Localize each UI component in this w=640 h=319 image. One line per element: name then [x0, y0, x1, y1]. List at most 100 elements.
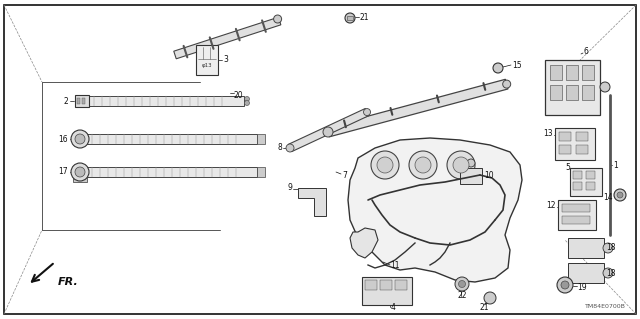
- Text: 8: 8: [277, 144, 282, 152]
- Bar: [365, 280, 377, 290]
- Bar: [562, 216, 590, 224]
- Polygon shape: [348, 138, 522, 282]
- Bar: [555, 128, 595, 160]
- Circle shape: [244, 100, 250, 106]
- Text: 19: 19: [577, 283, 587, 292]
- Circle shape: [603, 243, 613, 253]
- Text: 1: 1: [613, 160, 618, 169]
- Circle shape: [75, 134, 85, 144]
- Circle shape: [364, 108, 371, 115]
- Text: 21: 21: [480, 303, 490, 313]
- Bar: [586, 171, 595, 179]
- Polygon shape: [288, 108, 369, 152]
- Bar: [568, 238, 604, 258]
- Text: 7: 7: [342, 170, 347, 180]
- Bar: [75, 95, 89, 107]
- Text: 17: 17: [58, 167, 68, 176]
- Text: 18: 18: [606, 243, 616, 253]
- Bar: [582, 85, 594, 100]
- Polygon shape: [298, 188, 326, 216]
- Circle shape: [274, 15, 282, 23]
- Bar: [550, 65, 562, 80]
- Bar: [89, 96, 244, 106]
- Circle shape: [493, 63, 503, 73]
- Bar: [77, 98, 80, 104]
- Circle shape: [447, 151, 475, 179]
- Bar: [196, 45, 218, 75]
- Circle shape: [467, 159, 475, 167]
- Circle shape: [453, 157, 469, 173]
- Text: 13: 13: [543, 129, 553, 137]
- Text: TM84E0700B: TM84E0700B: [585, 305, 626, 309]
- Polygon shape: [73, 177, 87, 182]
- Circle shape: [71, 130, 89, 148]
- Bar: [573, 171, 582, 179]
- Text: 4: 4: [390, 302, 396, 311]
- Circle shape: [377, 157, 393, 173]
- Bar: [566, 85, 578, 100]
- Text: FR.: FR.: [58, 277, 79, 287]
- Bar: [568, 263, 604, 283]
- Circle shape: [614, 189, 626, 201]
- Bar: [87, 167, 257, 177]
- Circle shape: [286, 144, 294, 152]
- Bar: [347, 16, 353, 20]
- Bar: [82, 98, 85, 104]
- Text: 20: 20: [233, 91, 243, 100]
- Bar: [559, 145, 571, 154]
- Text: 15: 15: [512, 61, 522, 70]
- Circle shape: [75, 167, 85, 177]
- Polygon shape: [326, 79, 508, 137]
- Bar: [586, 182, 595, 190]
- Bar: [550, 85, 562, 100]
- Text: 21: 21: [360, 12, 369, 21]
- Bar: [559, 132, 571, 141]
- Circle shape: [371, 151, 399, 179]
- Circle shape: [415, 157, 431, 173]
- Bar: [545, 60, 600, 115]
- Circle shape: [557, 277, 573, 293]
- Text: 18: 18: [606, 269, 616, 278]
- Text: 5: 5: [565, 162, 570, 172]
- Circle shape: [484, 292, 496, 304]
- Text: 9: 9: [287, 183, 292, 192]
- Bar: [562, 204, 590, 212]
- Text: 22: 22: [458, 292, 467, 300]
- Bar: [573, 182, 582, 190]
- Bar: [558, 200, 596, 230]
- Circle shape: [561, 281, 569, 289]
- Polygon shape: [350, 228, 378, 258]
- Circle shape: [600, 82, 610, 92]
- Text: 3: 3: [223, 56, 228, 64]
- Circle shape: [603, 268, 613, 278]
- Circle shape: [71, 163, 89, 181]
- Bar: [460, 168, 482, 184]
- Bar: [566, 65, 578, 80]
- Polygon shape: [174, 17, 281, 59]
- Text: 2: 2: [63, 97, 68, 106]
- Bar: [570, 168, 602, 196]
- Circle shape: [502, 80, 511, 88]
- Circle shape: [409, 151, 437, 179]
- Text: 10: 10: [484, 170, 493, 180]
- Bar: [395, 280, 407, 290]
- Bar: [576, 145, 588, 154]
- Bar: [380, 280, 392, 290]
- Bar: [362, 277, 412, 305]
- Text: φ13: φ13: [202, 63, 212, 69]
- Circle shape: [458, 280, 465, 287]
- Bar: [87, 134, 257, 144]
- Text: 16: 16: [58, 135, 68, 144]
- Circle shape: [345, 13, 355, 23]
- Circle shape: [323, 127, 333, 137]
- Bar: [582, 65, 594, 80]
- Circle shape: [244, 97, 250, 101]
- Text: 12: 12: [547, 201, 556, 210]
- Bar: [257, 134, 265, 144]
- Circle shape: [455, 277, 469, 291]
- Text: 6: 6: [583, 48, 588, 56]
- Bar: [576, 132, 588, 141]
- Bar: [257, 167, 265, 177]
- Circle shape: [617, 192, 623, 198]
- Text: 14: 14: [604, 194, 613, 203]
